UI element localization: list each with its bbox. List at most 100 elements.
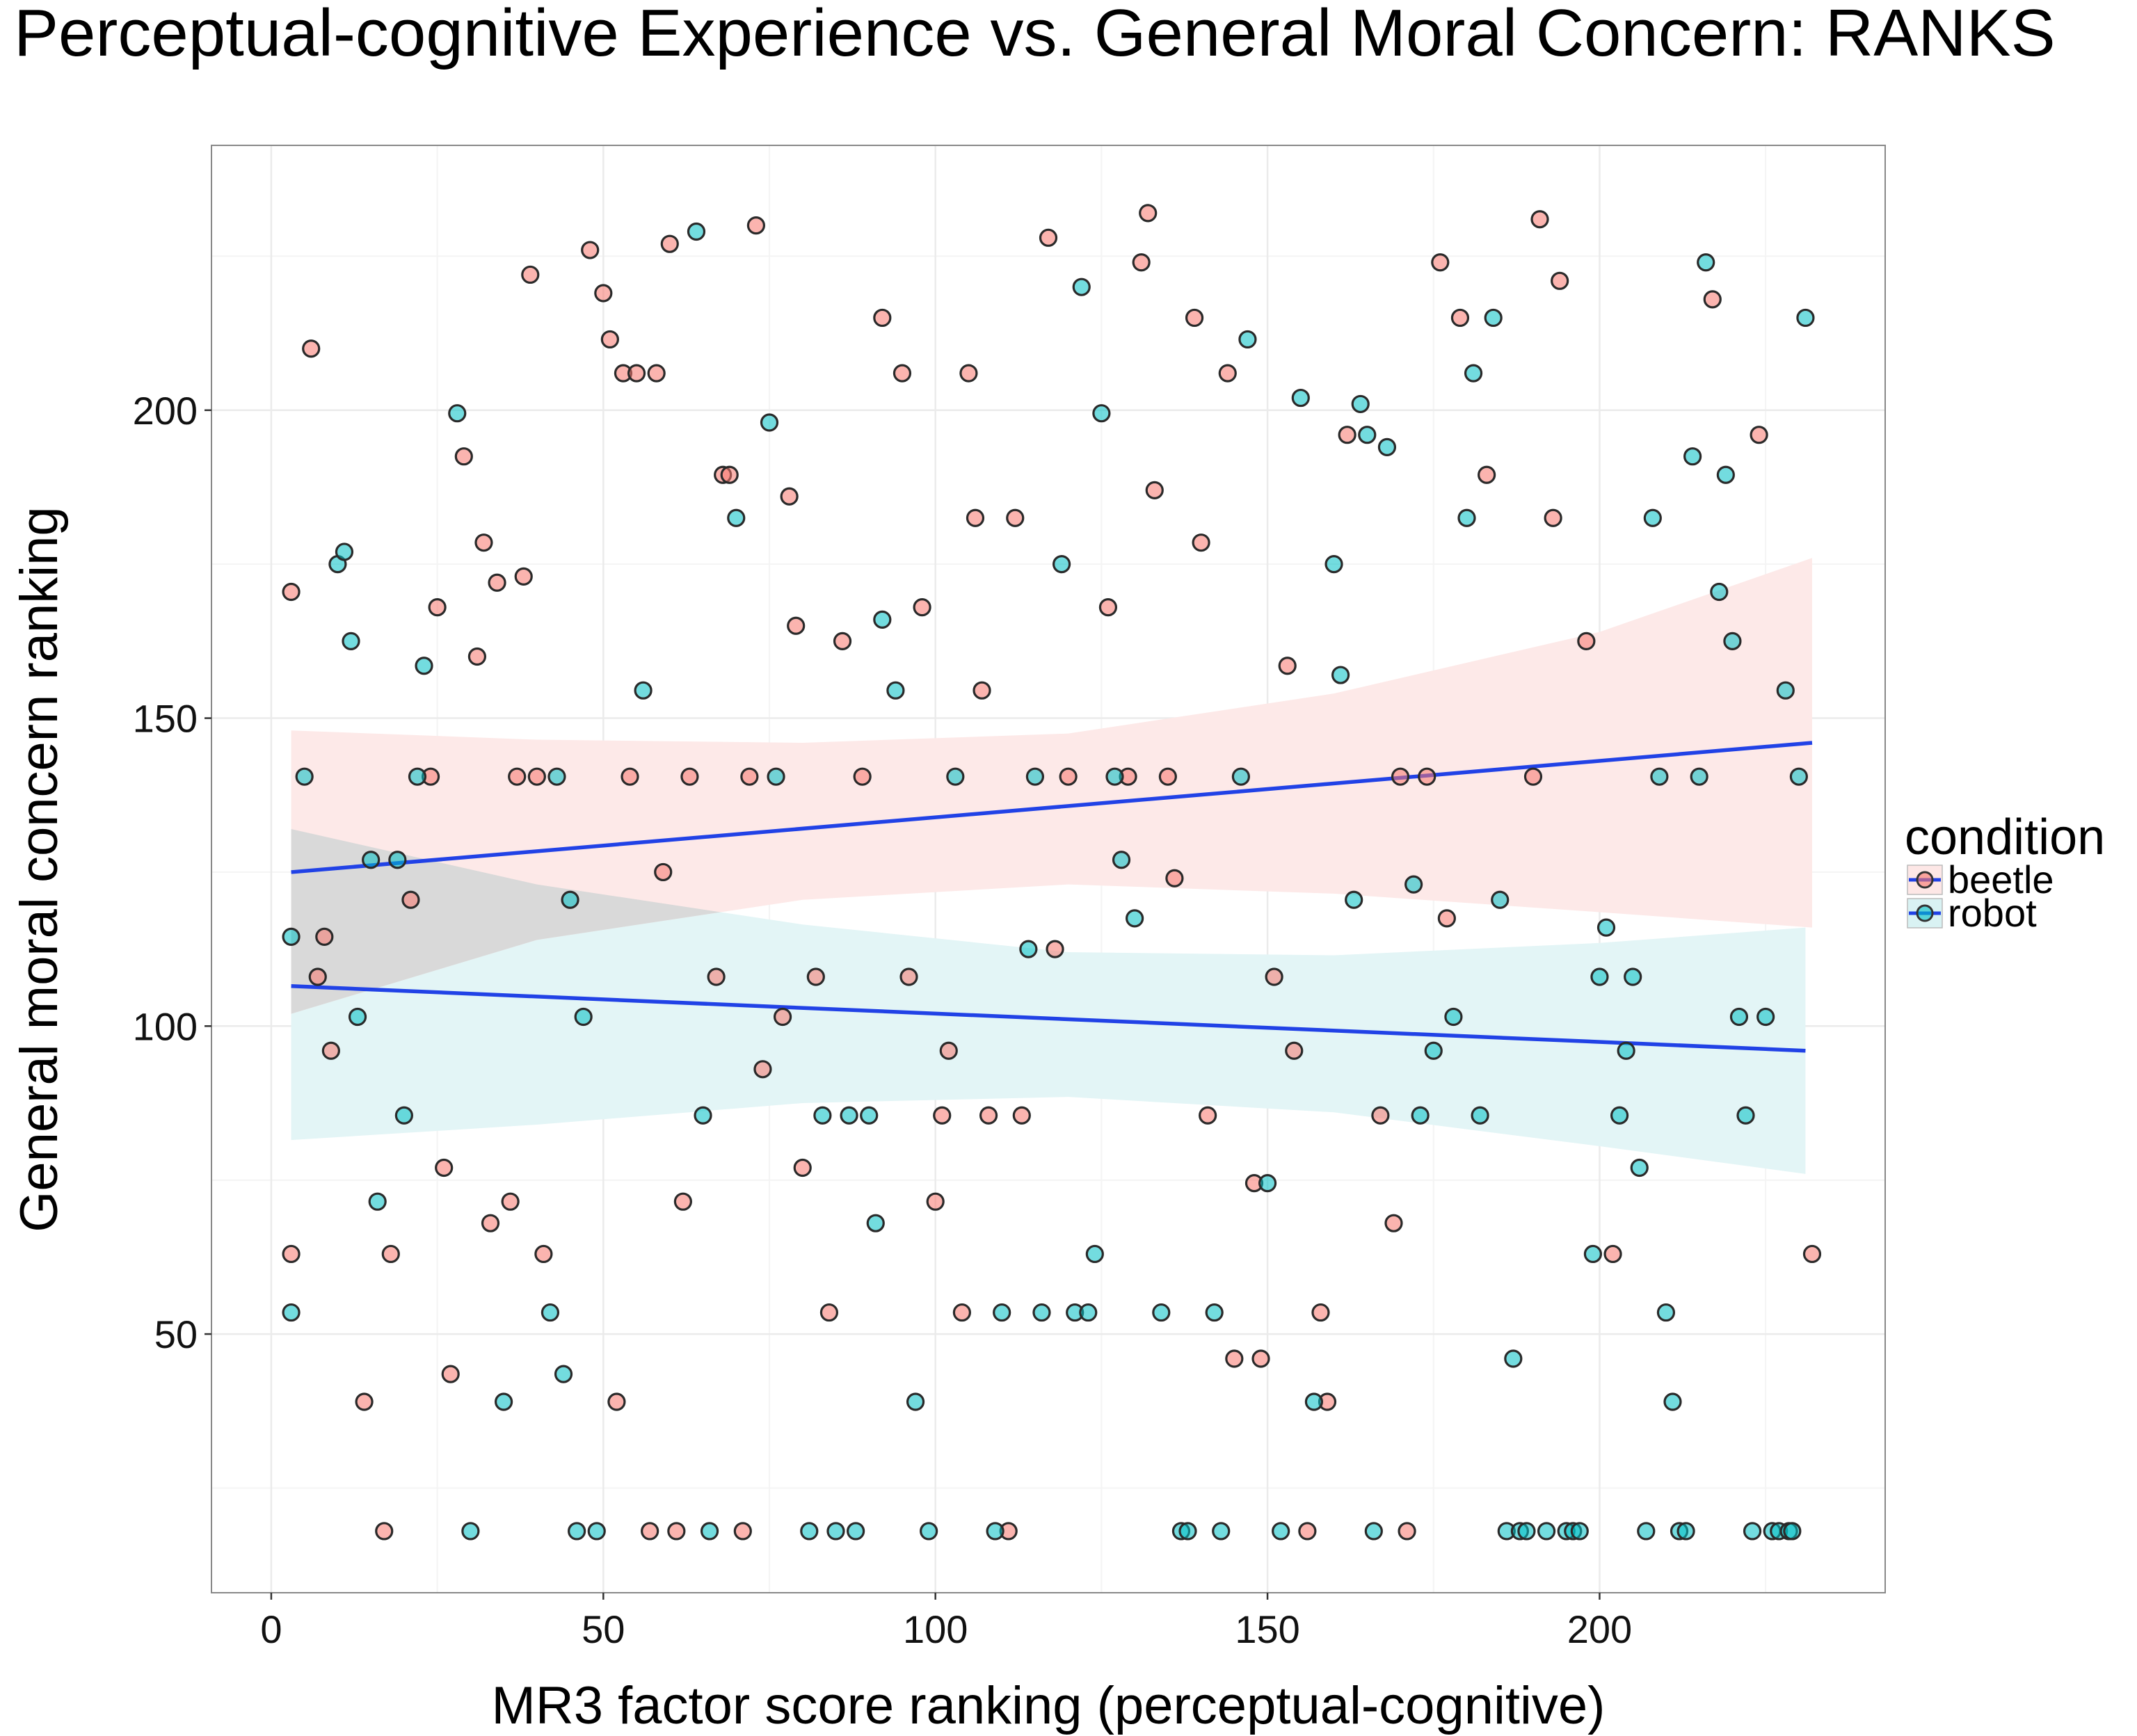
point-beetle — [933, 1106, 952, 1125]
point-beetle — [1391, 767, 1410, 786]
point-robot — [1676, 1522, 1695, 1541]
point-robot — [348, 1007, 367, 1027]
point-robot — [1756, 1007, 1775, 1027]
point-robot — [587, 1522, 606, 1541]
point-beetle — [467, 647, 487, 666]
y-axis-ticks: 50 100 150 200 — [133, 389, 211, 1356]
point-robot — [760, 413, 779, 432]
point-beetle — [1199, 1106, 1217, 1125]
point-robot — [873, 610, 892, 629]
legend-key-point-robot — [1916, 904, 1934, 922]
point-robot — [1630, 1158, 1649, 1178]
point-beetle — [1218, 364, 1237, 383]
point-robot — [1424, 1041, 1443, 1060]
point-robot — [860, 1106, 879, 1125]
point-beetle — [740, 767, 759, 786]
point-robot — [368, 1192, 387, 1211]
point-beetle — [1165, 869, 1184, 887]
point-beetle — [806, 967, 825, 986]
point-robot — [727, 508, 746, 527]
point-robot — [1650, 767, 1669, 786]
point-robot — [1152, 1303, 1171, 1322]
point-robot — [461, 1522, 480, 1541]
point-beetle — [621, 767, 639, 786]
point-robot — [1736, 1106, 1755, 1125]
point-beetle — [793, 1158, 812, 1178]
point-robot — [1484, 308, 1503, 328]
point-beetle — [707, 967, 726, 986]
point-robot — [362, 851, 381, 869]
point-beetle — [607, 1392, 626, 1411]
point-beetle — [1039, 228, 1058, 247]
confidence-band-beetle — [291, 558, 1812, 1014]
point-beetle — [773, 1007, 792, 1027]
point-beetle — [979, 1106, 998, 1125]
point-beetle — [641, 1522, 659, 1541]
point-robot — [1723, 632, 1742, 650]
point-robot — [388, 851, 407, 869]
point-beetle — [667, 1522, 686, 1541]
x-axis-ticks: 0 50 100 150 200 — [260, 1593, 1632, 1651]
legend-item-robot: robot — [1907, 891, 2037, 935]
point-beetle — [1398, 1522, 1416, 1541]
point-beetle — [966, 508, 985, 527]
point-robot — [408, 767, 427, 786]
point-beetle — [873, 308, 892, 328]
point-robot — [687, 222, 706, 241]
point-robot — [694, 1106, 712, 1125]
point-beetle — [1437, 909, 1456, 928]
point-beetle — [1006, 508, 1025, 527]
point-beetle — [1577, 632, 1596, 650]
point-beetle — [1192, 533, 1210, 552]
point-robot — [1583, 1244, 1603, 1264]
point-beetle — [534, 1244, 553, 1264]
point-robot — [1729, 1007, 1749, 1027]
point-robot — [847, 1522, 865, 1541]
point-beetle — [1544, 508, 1562, 527]
point-beetle — [474, 533, 493, 552]
point-robot — [1643, 508, 1662, 527]
point-beetle — [680, 767, 699, 786]
point-beetle — [787, 616, 806, 635]
point-beetle — [1311, 1303, 1330, 1322]
legend-label-robot: robot — [1948, 891, 2037, 935]
point-beetle — [1251, 1349, 1270, 1368]
point-beetle — [594, 284, 613, 303]
y-tick-label: 100 — [133, 1004, 198, 1048]
point-robot — [946, 767, 965, 786]
point-robot — [1291, 388, 1310, 408]
point-beetle — [780, 487, 799, 506]
point-beetle — [1185, 308, 1204, 328]
point-beetle — [1278, 657, 1297, 675]
point-beetle — [939, 1041, 958, 1060]
point-beetle — [959, 364, 978, 383]
point-robot — [767, 767, 785, 786]
data-points — [282, 204, 1822, 1541]
point-robot — [1112, 851, 1131, 869]
point-robot — [1345, 890, 1363, 909]
point-robot — [1019, 940, 1038, 958]
point-beetle — [926, 1192, 945, 1211]
point-beetle — [627, 364, 646, 383]
point-robot — [1690, 767, 1708, 786]
point-beetle — [746, 216, 766, 235]
point-robot — [1092, 404, 1111, 423]
point-beetle — [1158, 767, 1177, 786]
point-beetle — [508, 767, 527, 786]
point-robot — [1610, 1106, 1629, 1125]
point-beetle — [720, 465, 739, 484]
point-beetle — [1265, 967, 1283, 986]
point-beetle — [355, 1392, 374, 1411]
point-robot — [415, 657, 433, 675]
point-robot — [1504, 1349, 1523, 1368]
trend-lines — [291, 741, 1813, 1053]
point-robot — [1079, 1303, 1098, 1322]
point-robot — [1471, 1106, 1489, 1125]
point-beetle — [1750, 426, 1768, 444]
trend-line-robot — [291, 984, 1806, 1053]
plot-panel-border — [211, 145, 1886, 1593]
point-robot — [1404, 875, 1423, 894]
point-robot — [1697, 253, 1715, 272]
point-beetle — [514, 567, 533, 586]
point-robot — [394, 1106, 413, 1125]
